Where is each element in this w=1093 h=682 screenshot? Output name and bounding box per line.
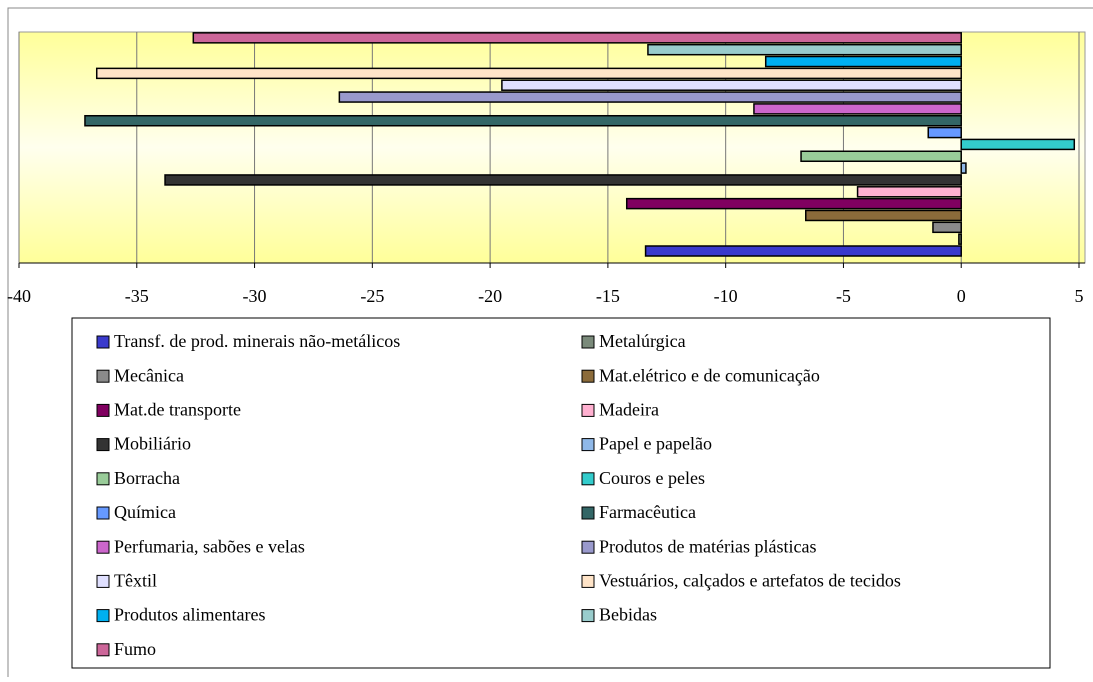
legend-label: Vestuários, calçados e artefatos de teci… (599, 571, 901, 591)
bar (753, 103, 962, 115)
legend-label: Papel e papelão (599, 434, 712, 454)
legend-swatch (96, 609, 110, 623)
x-tick-label: 0 (957, 286, 966, 306)
bar (338, 91, 962, 103)
frame (7, 7, 1093, 677)
legend-swatch (96, 574, 110, 588)
bar (625, 197, 962, 210)
x-tick-label: -20 (478, 286, 502, 306)
legend-swatch (96, 643, 110, 657)
x-tick-label: -25 (360, 286, 384, 306)
bar (647, 43, 962, 56)
bar (192, 32, 962, 44)
bar (764, 55, 962, 68)
x-tick-label: -15 (596, 286, 620, 306)
x-tick-label: -30 (243, 286, 267, 306)
legend-label: Bebidas (599, 605, 657, 625)
legend-swatch (96, 472, 110, 486)
legend-swatch (96, 438, 110, 452)
bar (800, 150, 962, 163)
legend-label: Farmacêutica (599, 502, 696, 522)
legend-label: Mecânica (114, 365, 184, 385)
legend-swatch (581, 369, 595, 383)
legend-swatch (581, 574, 595, 588)
bar (856, 186, 962, 198)
legend-label: Fumo (114, 639, 156, 659)
legend-swatch (581, 403, 595, 417)
legend-label: Mat.elétrico e de comunicação (599, 365, 820, 385)
bar (932, 221, 962, 234)
bar (95, 67, 962, 80)
legend-swatch (96, 369, 110, 383)
x-tick-label: -35 (125, 286, 149, 306)
bar (644, 245, 962, 257)
legend-swatch (96, 506, 110, 520)
bar (84, 114, 962, 127)
legend-swatch (581, 609, 595, 623)
legend (71, 317, 1051, 669)
x-tick-label: -5 (836, 286, 851, 306)
bar (501, 79, 962, 91)
legend-label: Transf. de prod. minerais não-metálicos (114, 331, 400, 351)
legend-label: Madeira (599, 400, 659, 420)
bar (960, 138, 1076, 151)
legend-label: Produtos de matérias plásticas (599, 536, 816, 556)
legend-swatch (581, 506, 595, 520)
legend-swatch (96, 335, 110, 349)
x-tick-label: -10 (714, 286, 738, 306)
legend-label: Borracha (114, 468, 180, 488)
legend-label: Produtos alimentares (114, 605, 265, 625)
legend-swatch (96, 403, 110, 417)
legend-swatch (581, 335, 595, 349)
legend-label: Mobiliário (114, 434, 191, 454)
legend-label: Têxtil (114, 571, 157, 591)
legend-label: Mat.de transporte (114, 400, 241, 420)
legend-label: Metalúrgica (599, 331, 686, 351)
legend-label: Perfumaria, sabões e velas (114, 536, 305, 556)
bar (164, 174, 962, 186)
legend-swatch (581, 540, 595, 554)
legend-swatch (581, 438, 595, 452)
bar (960, 162, 967, 174)
bar (958, 233, 962, 245)
x-tick-label: -40 (7, 286, 31, 306)
legend-swatch (96, 540, 110, 554)
legend-label: Química (114, 502, 176, 522)
bar (805, 209, 962, 222)
bar (927, 126, 962, 139)
legend-swatch (581, 472, 595, 486)
x-tick-label: 5 (1075, 286, 1084, 306)
legend-label: Couros e peles (599, 468, 705, 488)
